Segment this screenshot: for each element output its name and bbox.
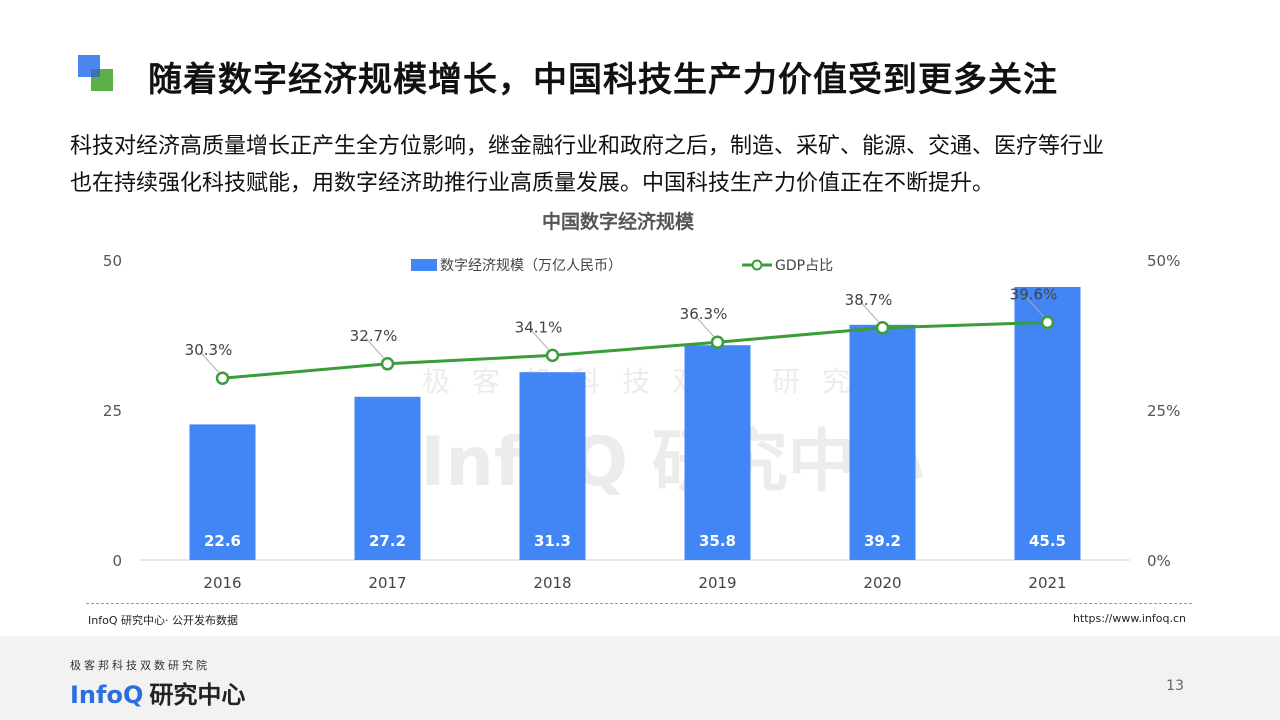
line-label-leader <box>200 351 219 373</box>
line-value-label: 34.1% <box>515 318 563 336</box>
line-label-leader <box>860 301 879 323</box>
bar-value-label: 31.3 <box>534 532 571 550</box>
intro-paragraph: 科技对经济高质量增长正产生全方位影响，继金融行业和政府之后，制造、采矿、能源、交… <box>70 128 1210 202</box>
chart-title: 中国数字经济规模 <box>542 210 695 233</box>
bar <box>849 324 916 560</box>
bar-value-label: 39.2 <box>864 532 901 550</box>
page-number: 13 <box>1166 678 1184 694</box>
footer-logo: InfoQ 研究中心 <box>70 675 245 710</box>
bar <box>354 396 421 560</box>
gdp-share-point <box>380 357 395 371</box>
line-value-label: 38.7% <box>845 291 893 309</box>
legend-line-marker <box>751 259 763 271</box>
intro-line-2: 也在持续强化科技赋能，用数字经济助推行业高质量发展。中国科技生产力价值正在不断提… <box>70 171 995 196</box>
gdp-share-point <box>875 321 890 335</box>
bar-value-label: 35.8 <box>699 532 736 550</box>
gdp-share-point <box>215 371 230 385</box>
line-label-leader <box>365 337 384 359</box>
source-divider <box>86 603 1192 604</box>
y2-tick-label: 0% <box>1147 552 1171 570</box>
x-tick-label: 2018 <box>533 574 571 592</box>
source-url[interactable]: https://www.infoq.cn <box>1072 612 1186 625</box>
gdp-share-line <box>222 320 1048 380</box>
y-tick-label: 25 <box>103 402 122 420</box>
y-tick-label: 50 <box>103 252 122 270</box>
bar <box>1014 287 1081 560</box>
legend-bar-label: 数字经济规模（万亿人民币） <box>440 258 622 274</box>
bar <box>684 345 751 560</box>
x-tick-label: 2019 <box>698 574 736 592</box>
x-tick-label: 2020 <box>863 574 901 592</box>
bar-value-label: 27.2 <box>369 532 406 550</box>
x-tick-label: 2016 <box>203 574 241 592</box>
footer-bar: 极客邦科技双数研究院 InfoQ 研究中心 13 <box>0 636 1280 720</box>
y-tick-label: 0 <box>112 552 122 570</box>
legend-line-label: GDP占比 <box>775 258 833 274</box>
gdp-share-point <box>710 335 725 349</box>
bar <box>519 372 586 560</box>
data-source: InfoQ 研究中心· 公开发布数据 <box>88 614 238 627</box>
bar-value-label: 45.5 <box>1029 532 1066 550</box>
line-value-label: 32.7% <box>350 327 398 345</box>
bar-value-label: 22.6 <box>204 532 241 550</box>
legend-bar-swatch <box>411 259 437 271</box>
intro-line-1: 科技对经济高质量增长正产生全方位影响，继金融行业和政府之后，制造、采矿、能源、交… <box>70 134 1105 159</box>
line-value-label: 30.3% <box>185 341 233 359</box>
line-label-leader <box>530 329 549 350</box>
line-label-leader <box>695 315 714 337</box>
footer-logo-dept: 研究中心 <box>149 681 246 709</box>
x-tick-label: 2021 <box>1028 574 1066 592</box>
footer-org: 极客邦科技双数研究院 <box>70 659 210 672</box>
line-value-label: 39.6% <box>1010 285 1058 303</box>
y2-tick-label: 25% <box>1147 402 1180 420</box>
footer-logo-brand: InfoQ <box>70 681 144 709</box>
bar <box>189 424 256 560</box>
y2-tick-label: 50% <box>1147 252 1180 270</box>
page-title: 随着数字经济规模增长，中国科技生产力价值受到更多关注 <box>148 60 1058 100</box>
line-value-label: 36.3% <box>680 305 728 323</box>
gdp-share-point <box>545 348 560 363</box>
x-tick-label: 2017 <box>368 574 406 592</box>
gdp-share-point <box>1040 315 1055 330</box>
title-decoration <box>78 55 116 93</box>
line-label-leader <box>1025 296 1044 317</box>
